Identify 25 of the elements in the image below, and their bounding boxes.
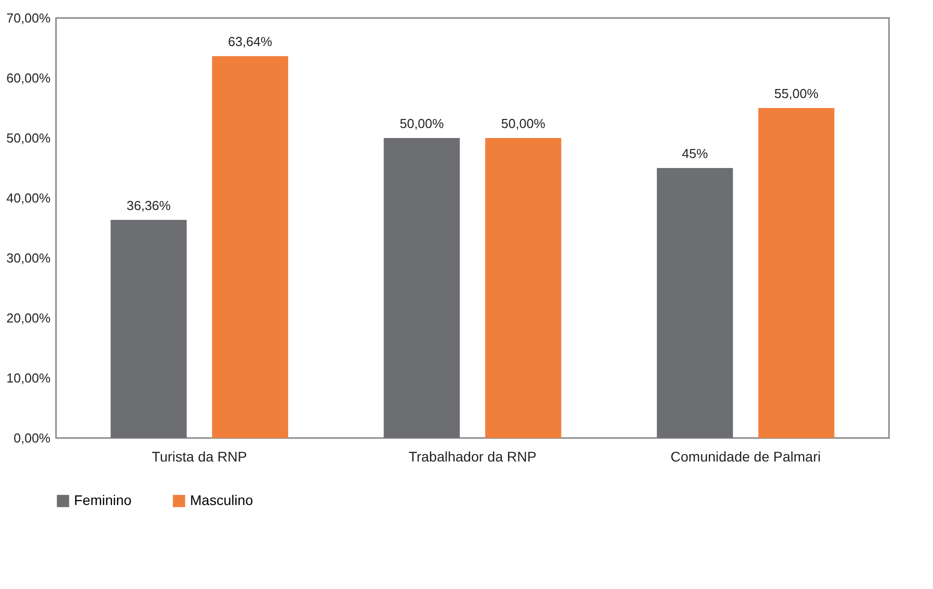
legend-label: Masculino <box>190 492 254 508</box>
x-tick-label: Trabalhador da RNP <box>408 448 536 464</box>
data-label: 63,64% <box>228 34 273 50</box>
data-label: 50,00% <box>400 116 444 131</box>
bar <box>656 168 733 438</box>
data-label: 45% <box>682 146 708 161</box>
y-tick-label: 60,00% <box>6 70 51 86</box>
y-tick-label: 50,00% <box>6 130 51 146</box>
bar <box>758 108 834 438</box>
y-tick-label: 20,00% <box>6 310 51 326</box>
data-label: 55,00% <box>774 86 819 101</box>
bar <box>384 138 460 438</box>
data-label: 50,00% <box>501 116 546 131</box>
bar <box>212 56 288 438</box>
x-tick-label: Turista da RNP <box>152 448 247 464</box>
y-tick-label: 30,00% <box>6 250 51 266</box>
x-tick-label: Comunidade de Palmari <box>670 448 821 464</box>
y-tick-label: 10,00% <box>6 370 51 386</box>
y-tick-label: 70,00% <box>6 10 51 26</box>
bar <box>110 220 187 438</box>
y-tick-label: 40,00% <box>6 190 51 206</box>
bar <box>485 138 562 438</box>
legend-label: Feminino <box>74 492 132 508</box>
y-tick-label: 0,00% <box>14 430 51 446</box>
data-label: 36,36% <box>126 198 172 213</box>
